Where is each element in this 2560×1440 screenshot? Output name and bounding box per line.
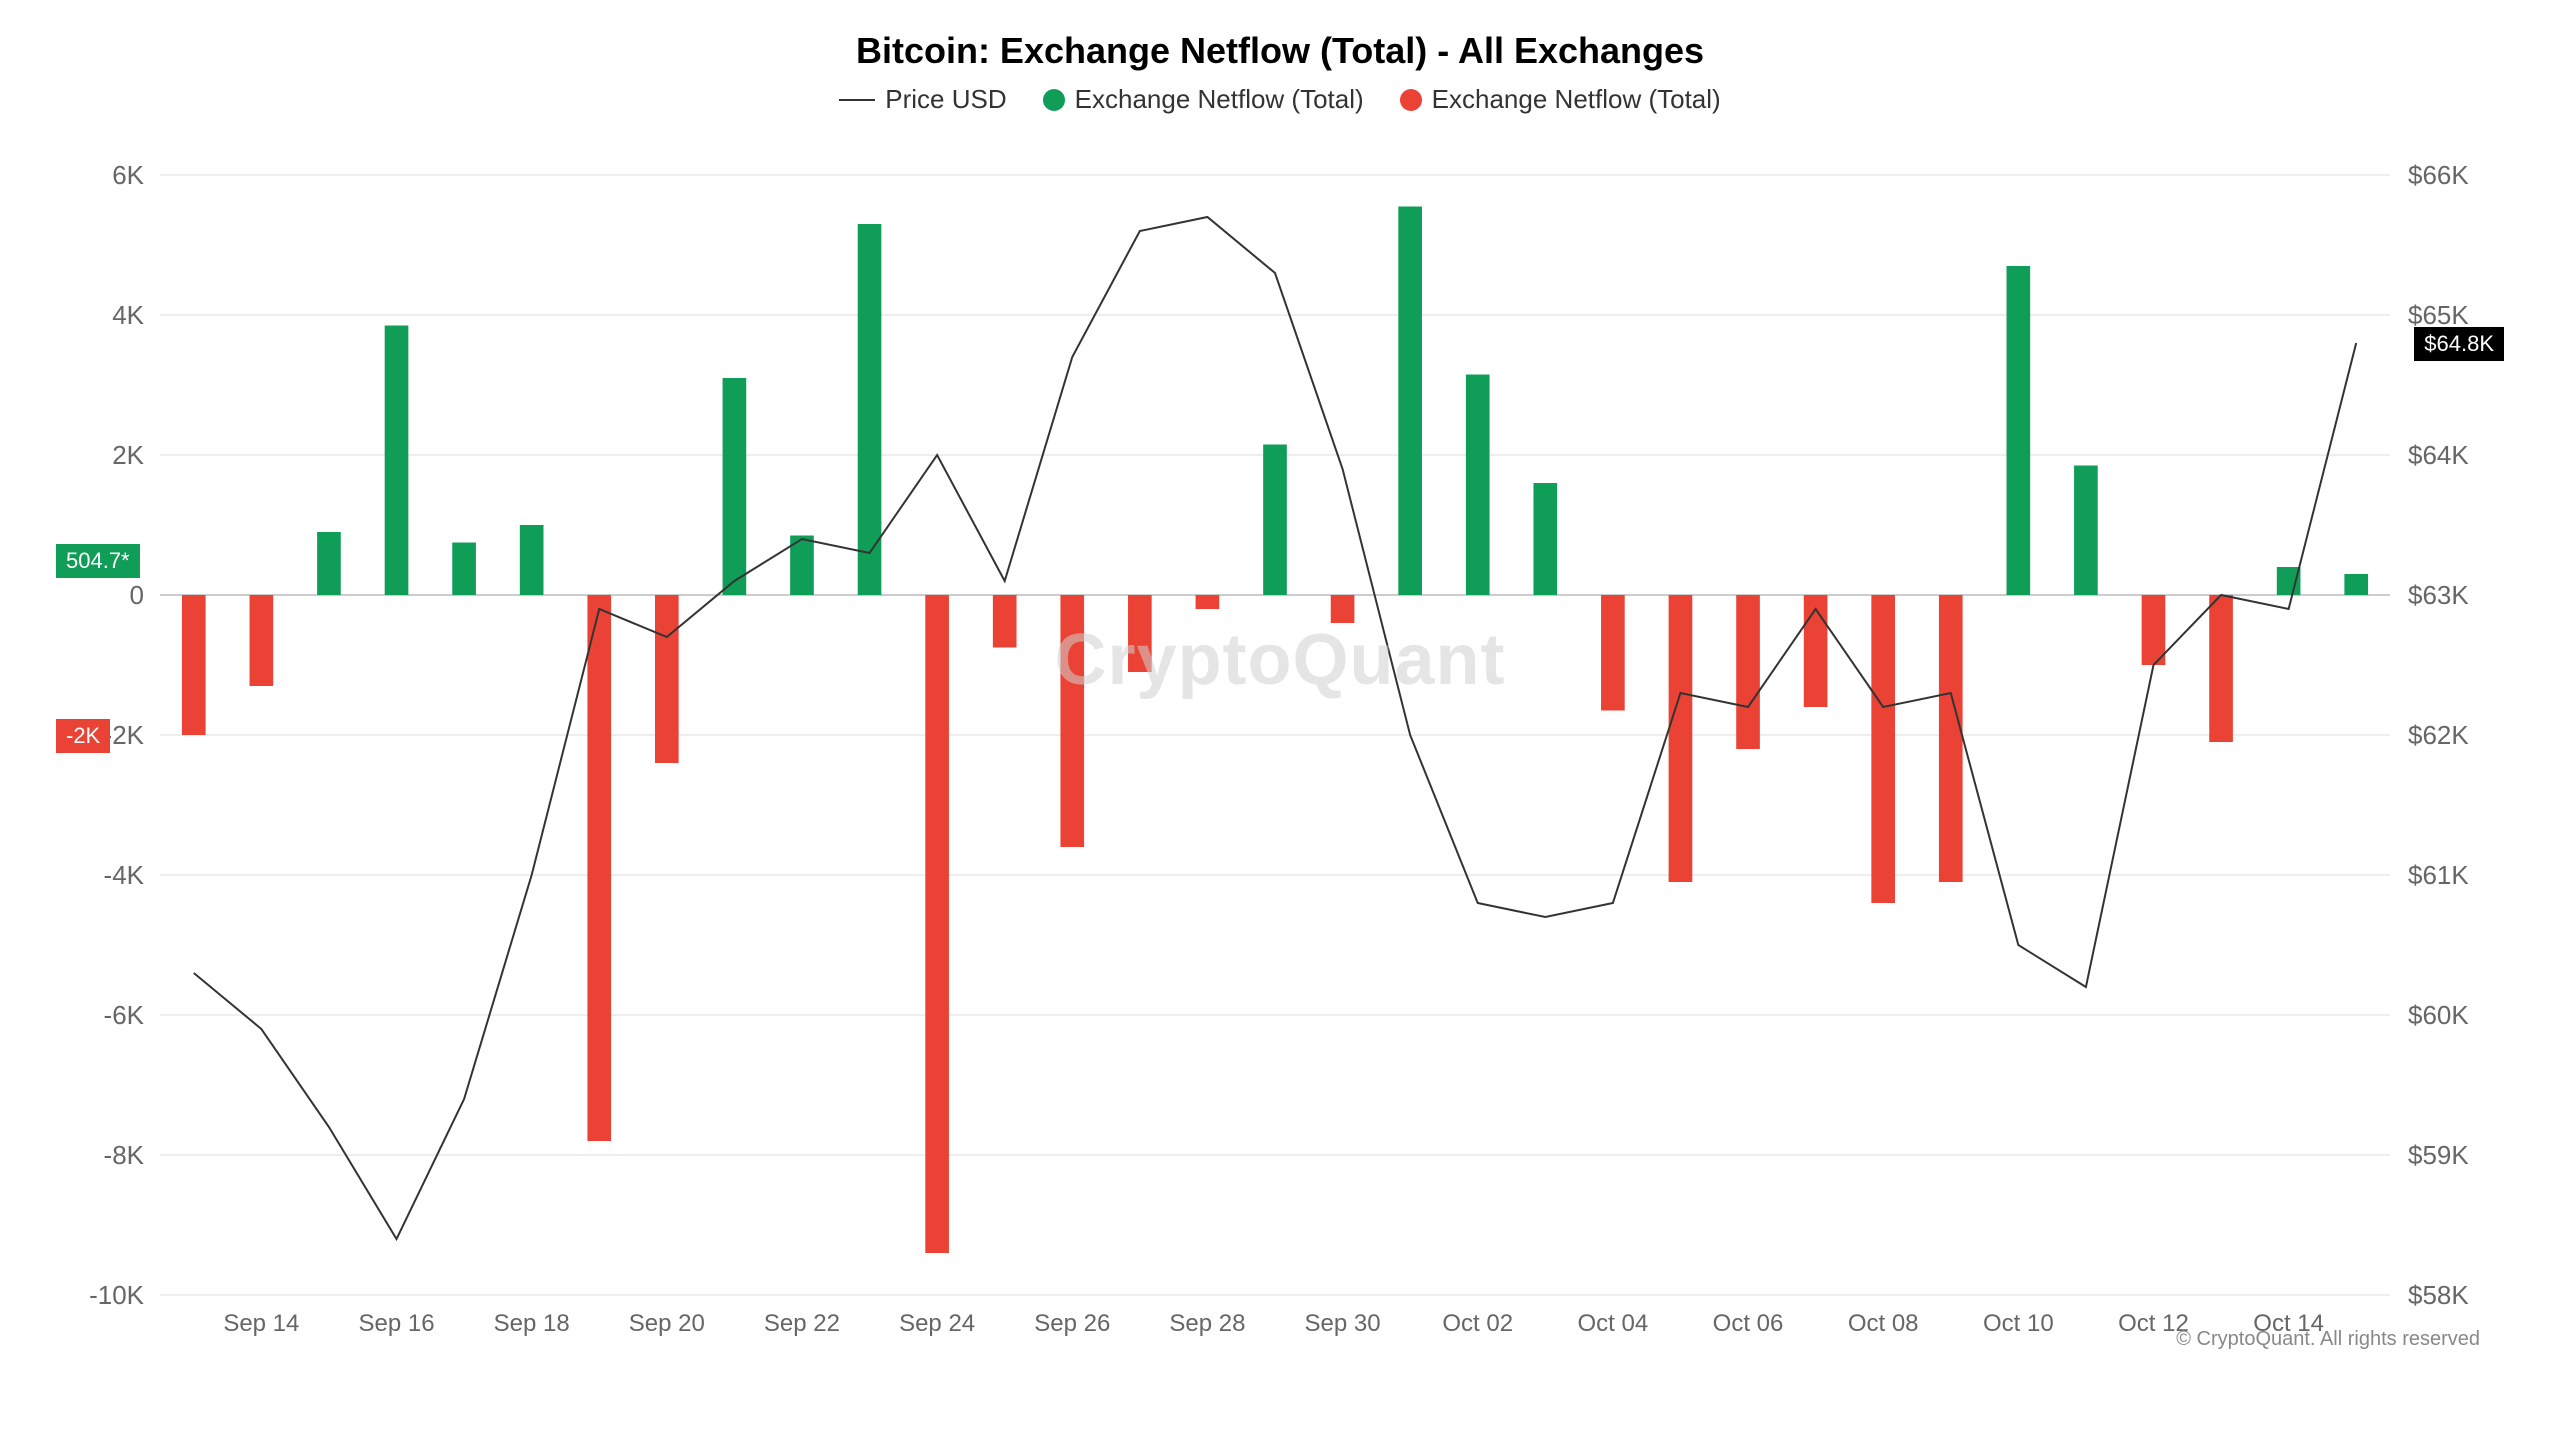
chart-area: CryptoQuant 6K4K2K0-2K-4K-6K-8K-10K$66K$…	[50, 135, 2510, 1355]
bar	[317, 532, 341, 595]
bar	[925, 595, 949, 1253]
legend-green: Exchange Netflow (Total)	[1043, 84, 1364, 115]
svg-text:-6K: -6K	[104, 1000, 145, 1030]
legend-line-icon	[839, 99, 875, 101]
svg-text:Oct 04: Oct 04	[1578, 1310, 1649, 1337]
bar	[2344, 574, 2368, 595]
svg-text:Sep 24: Sep 24	[899, 1310, 975, 1337]
svg-text:Sep 18: Sep 18	[494, 1310, 570, 1337]
bar	[182, 595, 206, 735]
svg-text:2K: 2K	[112, 440, 144, 470]
svg-text:Sep 14: Sep 14	[223, 1310, 299, 1337]
svg-text:Oct 10: Oct 10	[1983, 1310, 2054, 1337]
bar	[1939, 595, 1963, 882]
chart-title: Bitcoin: Exchange Netflow (Total) - All …	[856, 30, 1704, 72]
bar	[2277, 567, 2301, 595]
legend-price-label: Price USD	[885, 84, 1006, 115]
bar	[1466, 375, 1490, 596]
svg-text:Sep 28: Sep 28	[1169, 1310, 1245, 1337]
svg-text:$62K: $62K	[2408, 720, 2469, 750]
svg-text:Sep 30: Sep 30	[1305, 1310, 1381, 1337]
bar	[587, 595, 611, 1141]
bar	[1060, 595, 1084, 847]
svg-text:Oct 02: Oct 02	[1442, 1310, 1513, 1337]
bar	[1196, 595, 1220, 609]
svg-text:-8K: -8K	[104, 1140, 145, 1170]
chart-legend: Price USD Exchange Netflow (Total) Excha…	[839, 84, 1720, 115]
bar	[520, 525, 544, 595]
right-badge-price: $64.8K	[2414, 327, 2504, 361]
bar	[1398, 207, 1422, 596]
svg-text:$61K: $61K	[2408, 860, 2469, 890]
svg-text:$58K: $58K	[2408, 1280, 2469, 1310]
svg-text:Sep 16: Sep 16	[358, 1310, 434, 1337]
svg-text:Sep 26: Sep 26	[1034, 1310, 1110, 1337]
svg-text:$60K: $60K	[2408, 1000, 2469, 1030]
svg-text:Oct 08: Oct 08	[1848, 1310, 1919, 1337]
bar	[1128, 595, 1152, 672]
svg-text:4K: 4K	[112, 300, 144, 330]
svg-text:Sep 22: Sep 22	[764, 1310, 840, 1337]
legend-price: Price USD	[839, 84, 1006, 115]
bar	[1533, 483, 1557, 595]
price-line	[194, 217, 2356, 1239]
bar	[1871, 595, 1895, 903]
svg-text:$59K: $59K	[2408, 1140, 2469, 1170]
bar	[2142, 595, 2166, 665]
svg-text:0: 0	[130, 580, 144, 610]
bar	[2074, 466, 2098, 596]
left-badge-green: 504.7*	[56, 544, 140, 578]
svg-text:$66K: $66K	[2408, 160, 2469, 190]
svg-text:$65K: $65K	[2408, 300, 2469, 330]
svg-text:Sep 20: Sep 20	[629, 1310, 705, 1337]
legend-red: Exchange Netflow (Total)	[1400, 84, 1721, 115]
legend-circle-red-icon	[1400, 89, 1422, 111]
bar	[1736, 595, 1760, 749]
svg-text:Oct 06: Oct 06	[1713, 1310, 1784, 1337]
copyright: © CryptoQuant. All rights reserved	[2176, 1328, 2480, 1351]
legend-red-label: Exchange Netflow (Total)	[1432, 84, 1721, 115]
bar	[452, 543, 476, 596]
bar	[1331, 595, 1355, 623]
left-badge-red: -2K	[56, 719, 110, 753]
bar	[1601, 595, 1625, 711]
bar	[655, 595, 679, 763]
svg-text:6K: 6K	[112, 160, 144, 190]
bar	[1804, 595, 1828, 707]
chart-svg: 6K 4K 2K 0 -2K -4K -6K -8K -10K $66K $65K $64K $63K $…	[50, 135, 2510, 1355]
svg-text:$63K: $63K	[2408, 580, 2469, 610]
svg-text:-4K: -4K	[104, 860, 145, 890]
bar	[1669, 595, 1693, 882]
svg-text:$64K: $64K	[2408, 440, 2469, 470]
bar	[1263, 445, 1287, 596]
bar	[250, 595, 274, 686]
legend-green-label: Exchange Netflow (Total)	[1075, 84, 1364, 115]
bar	[2007, 266, 2031, 595]
bar	[723, 378, 747, 595]
bar	[385, 326, 409, 596]
bar	[993, 595, 1017, 648]
bar	[2209, 595, 2233, 742]
legend-circle-green-icon	[1043, 89, 1065, 111]
svg-text:-10K: -10K	[89, 1280, 145, 1310]
